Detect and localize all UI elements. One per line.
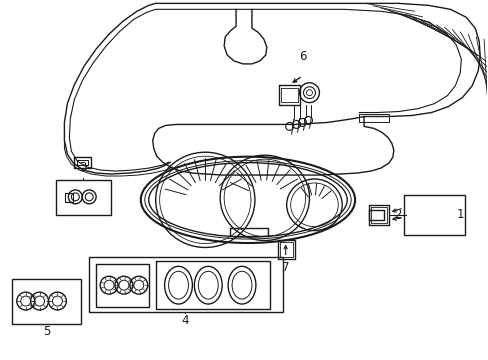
Text: 3: 3: [80, 161, 87, 174]
Bar: [403, 195, 464, 235]
Bar: [12, 279, 81, 324]
Text: 7: 7: [282, 261, 289, 274]
Text: 4: 4: [182, 314, 189, 327]
Text: 5: 5: [43, 325, 50, 338]
Text: 1: 1: [456, 208, 463, 221]
Text: 6: 6: [298, 50, 305, 63]
Bar: [56, 180, 111, 215]
Text: 2: 2: [393, 208, 401, 221]
Bar: [89, 257, 282, 312]
